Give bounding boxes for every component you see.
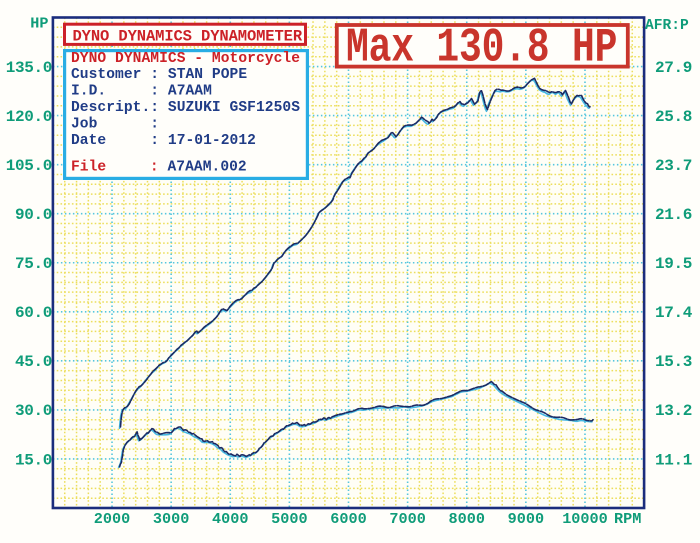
svg-text:3000: 3000: [153, 510, 189, 528]
svg-text:13.2: 13.2: [655, 402, 692, 420]
svg-text:90.0: 90.0: [15, 206, 52, 224]
svg-text:Max 130.8 HP: Max 130.8 HP: [346, 22, 617, 76]
svg-text:Customer : STAN POPE: Customer : STAN POPE: [71, 67, 247, 83]
svg-text:DYNO DYNAMICS DYNAMOMETER: DYNO DYNAMICS DYNAMOMETER: [73, 27, 303, 45]
svg-text:File: File: [71, 160, 106, 176]
svg-text::: :: [150, 160, 159, 176]
svg-text:45.0: 45.0: [15, 353, 52, 371]
svg-text:120.0: 120.0: [6, 108, 52, 126]
svg-text:I.D. : A7AAM: I.D. : A7AAM: [71, 84, 212, 100]
svg-text:AFR:P: AFR:P: [645, 18, 689, 34]
svg-text:19.5: 19.5: [655, 255, 692, 273]
svg-text:27.9: 27.9: [655, 59, 692, 77]
svg-text:Job :: Job :: [71, 117, 159, 133]
svg-text:17.4: 17.4: [655, 304, 693, 322]
svg-text:135.0: 135.0: [6, 59, 52, 77]
svg-text:2000: 2000: [94, 510, 130, 528]
svg-text:RPM: RPM: [614, 510, 641, 528]
svg-text:75.0: 75.0: [15, 255, 52, 273]
svg-text:HP: HP: [30, 15, 48, 33]
svg-text:5000: 5000: [271, 510, 307, 528]
svg-text:21.6: 21.6: [655, 206, 692, 224]
svg-text:60.0: 60.0: [15, 304, 52, 322]
svg-text:23.7: 23.7: [655, 157, 692, 175]
svg-text:4000: 4000: [212, 510, 248, 528]
svg-text:30.0: 30.0: [15, 402, 52, 420]
svg-text:A7AAM.002: A7AAM.002: [167, 160, 246, 176]
svg-text:Date : 17-01-2012: Date : 17-01-2012: [71, 133, 256, 149]
svg-text:15.0: 15.0: [15, 451, 52, 469]
svg-text:Descript.: SUZUKI GSF1250S: Descript.: SUZUKI GSF1250S: [71, 100, 300, 116]
svg-text:7000: 7000: [389, 510, 425, 528]
svg-text:15.3: 15.3: [655, 353, 692, 371]
svg-text:10000: 10000: [562, 510, 608, 528]
svg-text:DYNO DYNAMICS - Motorcycle: DYNO DYNAMICS - Motorcycle: [71, 51, 300, 67]
svg-text:105.0: 105.0: [6, 157, 52, 175]
svg-text:8000: 8000: [449, 510, 485, 528]
svg-text:9000: 9000: [508, 510, 544, 528]
svg-text:11.1: 11.1: [655, 451, 692, 469]
svg-text:25.8: 25.8: [655, 108, 692, 126]
svg-text:6000: 6000: [330, 510, 366, 528]
